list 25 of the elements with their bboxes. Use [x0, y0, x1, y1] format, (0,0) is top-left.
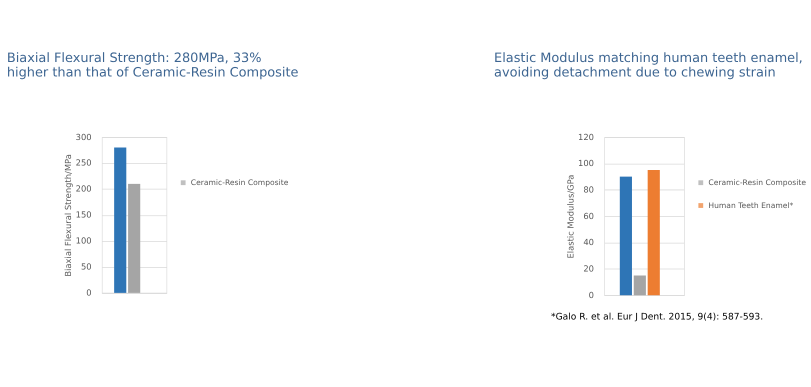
y-tick-label: 120: [578, 132, 594, 142]
bar: [634, 275, 646, 296]
bar: [620, 176, 632, 296]
text: *Galo R. et al. Eur J Dent. 2015, 9(4): 587-593.: [551, 312, 764, 323]
chart-title: Biaxial Flexural Strength: 280MPa, 33% higher than that of Ceramic-Resin Composite: [6, 50, 299, 80]
y-tick-label: 20: [583, 264, 594, 274]
y-tick-label: 100: [578, 158, 594, 168]
chart-title: Elastic Modulus matching human teeth enamel, avoiding detachment due to chewing strain: [494, 50, 803, 80]
y-tick-label: 300: [76, 132, 92, 142]
y-axis-title: Elastic Modulus/GPa: [565, 174, 576, 259]
y-tick-label: 100: [76, 236, 92, 246]
y-tick-label: 200: [76, 184, 92, 194]
legend-label: Ceramic-Resin Composite: [190, 178, 289, 187]
y-tick-label: 50: [80, 262, 92, 272]
y-tick-label: 150: [76, 210, 92, 220]
y-tick-label: 60: [583, 210, 594, 221]
y-tick-label: 0: [588, 290, 594, 300]
bar: [648, 170, 660, 296]
y-tick-label: 40: [583, 237, 594, 248]
legend-label: Human Teeth Enamel*: [708, 200, 794, 210]
y-tick-label: 250: [76, 158, 92, 168]
legend-label: Ceramic-Resin Composite: [708, 178, 806, 187]
y-axis-title: Biaxial Flexural Strength/MPa: [63, 154, 74, 277]
y-tick-label: 0: [86, 288, 92, 298]
y-tick-label: 80: [583, 184, 594, 194]
